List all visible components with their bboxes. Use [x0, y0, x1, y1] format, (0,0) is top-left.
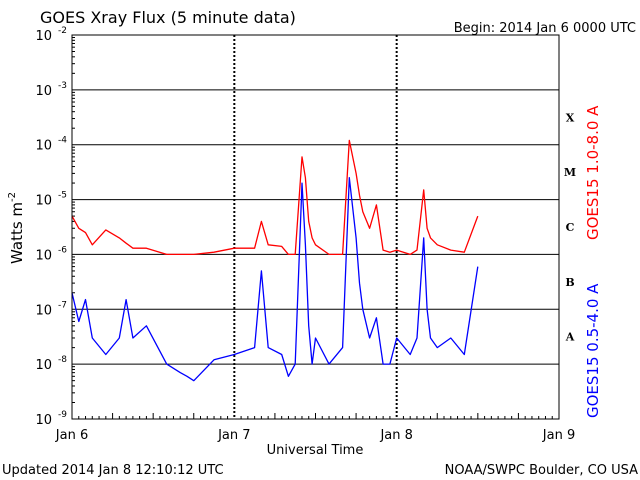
y-tick-base: 10	[35, 358, 52, 373]
x-tick-label: Jan 6	[55, 428, 88, 443]
x-tick-labels: Jan 6 Jan 7 Jan 8 Jan 9	[55, 428, 575, 443]
plot-frame	[71, 34, 560, 420]
y-tick-base: 10	[35, 194, 52, 209]
y-tick-label: 10	[35, 29, 52, 44]
chart-title: GOES Xray Flux (5 minute data)	[40, 8, 296, 27]
flare-class-label: B	[565, 276, 574, 289]
y-tick-label: 10	[35, 358, 52, 373]
flare-class-label: M	[564, 166, 576, 179]
y-tick-exponent: -6	[58, 245, 67, 255]
y-tick-label: 10	[35, 413, 52, 428]
series-lines	[71, 139, 479, 382]
begin-label: Begin: 2014 Jan 6 0000 UTC	[454, 21, 636, 36]
y-tick-exponent: -2	[58, 26, 67, 36]
flare-class-label: X	[566, 111, 575, 124]
y-axis-label-exponent: -2	[7, 192, 18, 202]
y-tick-exponent: -5	[58, 191, 67, 201]
series-line-long-channel	[71, 139, 479, 256]
y-tick-exponent: -7	[58, 300, 67, 310]
y-tick-base: 10	[35, 413, 52, 428]
y-tick-base: 10	[35, 248, 52, 263]
y-tick-base: 10	[35, 139, 52, 154]
y-tick-label: 10	[35, 194, 52, 209]
y-axis-label-main: Watts m	[8, 202, 26, 264]
y-axis-label: Watts m-2	[7, 192, 26, 264]
x-axis-label: Universal Time	[267, 443, 364, 458]
legend-blue-series: GOES15 0.5-4.0 A	[584, 283, 602, 418]
legend-red-series: GOES15 1.0-8.0 A	[584, 105, 602, 240]
x-tick-label: Jan 8	[379, 428, 412, 443]
y-tick-label: 10	[35, 139, 52, 154]
flare-class-labels: X M C B A	[564, 111, 576, 343]
y-tick-labels: 10 -2 10 -3 10 -4 10 -5 10 -6 10 -7 10 -8 10 -9	[35, 26, 67, 428]
flare-class-label: A	[565, 331, 575, 344]
x-tick-label: Jan 7	[217, 428, 250, 443]
y-tick-label: 10	[35, 303, 52, 318]
y-tick-exponent: -9	[58, 410, 67, 420]
y-tick-base: 10	[35, 303, 52, 318]
updated-timestamp: Updated 2014 Jan 8 12:10:12 UTC	[2, 463, 224, 478]
series-line-short-channel	[71, 177, 479, 382]
y-tick-label: 10	[35, 84, 52, 99]
y-tick-exponent: -3	[58, 81, 67, 91]
y-tick-base: 10	[35, 84, 52, 99]
flare-class-label: C	[566, 221, 575, 234]
y-tick-base: 10	[35, 29, 52, 44]
x-tick-label: Jan 9	[542, 428, 575, 443]
grid-lines	[72, 35, 559, 419]
y-tick-exponent: -8	[58, 355, 67, 365]
y-tick-exponent: -4	[58, 136, 67, 146]
y-tick-label: 10	[35, 248, 52, 263]
credit-label: NOAA/SWPC Boulder, CO USA	[445, 463, 638, 478]
